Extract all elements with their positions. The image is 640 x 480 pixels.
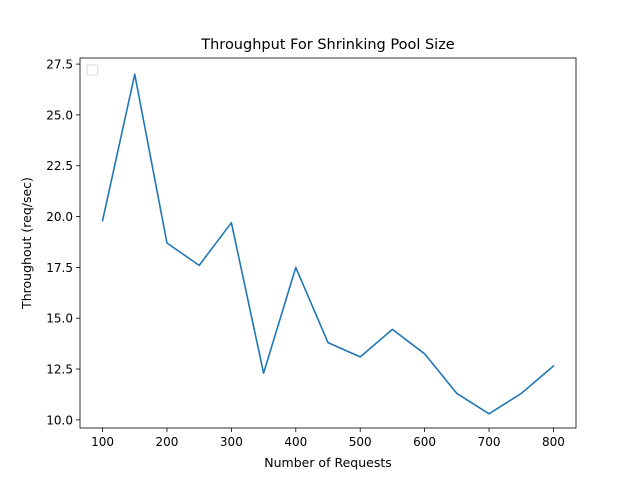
y-tick-label: 17.5 (46, 261, 73, 275)
x-tick-label: 400 (284, 435, 307, 449)
x-tick-label: 600 (413, 435, 436, 449)
x-tick-label: 700 (478, 435, 501, 449)
y-tick-label: 25.0 (46, 108, 73, 122)
x-tick-label: 100 (91, 435, 114, 449)
plot-area (79, 57, 577, 429)
chart-title: Throughput For Shrinking Pool Size (200, 37, 455, 53)
y-tick-label: 27.5 (46, 58, 73, 72)
x-tick-label: 300 (220, 435, 243, 449)
y-tick-label: 22.5 (46, 159, 73, 173)
legend-box (86, 64, 99, 76)
x-tick-label: 500 (349, 435, 372, 449)
y-axis-ticks: 10.0 12.5 15.0 17.5 20.0 22.5 25.0 27.5 (46, 58, 80, 427)
series-layer (101, 73, 555, 415)
y-tick-label: 20.0 (46, 210, 73, 224)
axes-frame (79, 57, 577, 429)
x-axis-label: Number of Requests (264, 455, 392, 470)
series-line (101, 73, 555, 415)
y-tick-label: 10.0 (46, 413, 73, 427)
x-tick-label: 200 (156, 435, 179, 449)
x-tick-label: 800 (542, 435, 565, 449)
x-axis-ticks: 100 200 300 400 500 600 700 800 (91, 428, 565, 449)
y-tick-label: 12.5 (46, 363, 73, 377)
y-tick-label: 15.0 (46, 312, 73, 326)
y-axis-label: Throughout (req/sec) (19, 177, 34, 310)
